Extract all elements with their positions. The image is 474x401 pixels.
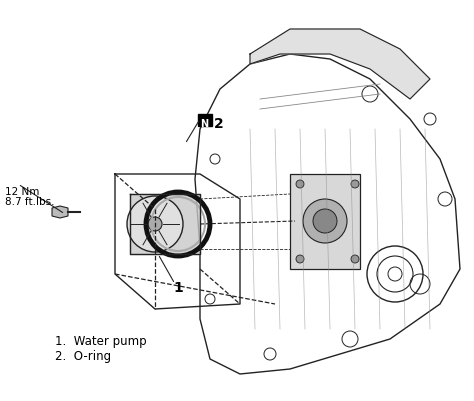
FancyBboxPatch shape [198, 115, 212, 127]
Text: 2.  O-ring: 2. O-ring [55, 349, 111, 362]
Polygon shape [250, 30, 430, 100]
Polygon shape [52, 207, 68, 219]
Bar [290, 174, 360, 269]
Polygon shape [130, 194, 200, 254]
Text: N: N [200, 119, 208, 129]
Circle shape [313, 209, 337, 233]
Circle shape [148, 217, 162, 231]
Text: 8.7 ft.lbs.: 8.7 ft.lbs. [5, 196, 55, 207]
Circle shape [296, 180, 304, 188]
Circle shape [127, 196, 183, 252]
Circle shape [351, 180, 359, 188]
Text: 2: 2 [214, 117, 224, 131]
Text: 1.  Water pump: 1. Water pump [55, 334, 146, 347]
Circle shape [303, 200, 347, 243]
Text: 1: 1 [173, 280, 183, 294]
Text: 12 Nm: 12 Nm [5, 186, 39, 196]
Circle shape [296, 255, 304, 263]
Circle shape [351, 255, 359, 263]
